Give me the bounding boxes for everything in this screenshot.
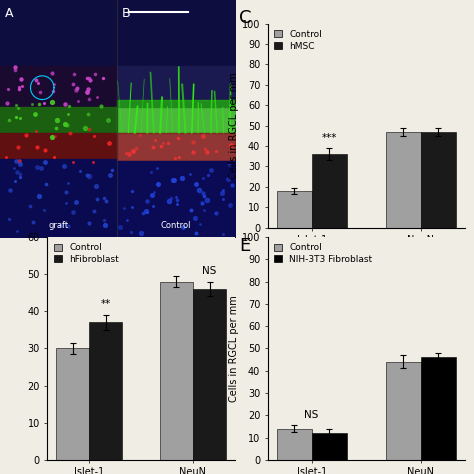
Text: graft: graft: [49, 221, 69, 230]
Bar: [56, 348, 89, 460]
Bar: [386, 362, 421, 460]
Text: NS: NS: [202, 266, 217, 276]
Text: NS: NS: [304, 410, 319, 419]
Bar: [386, 132, 421, 228]
Legend: Control, hMSC: Control, hMSC: [273, 28, 324, 53]
Bar: [421, 132, 456, 228]
Bar: [311, 433, 346, 460]
Text: ***: ***: [321, 133, 337, 143]
Bar: [421, 357, 456, 460]
Legend: Control, hFibroblast: Control, hFibroblast: [52, 242, 120, 266]
Text: **: **: [100, 300, 111, 310]
Bar: [277, 191, 311, 228]
Bar: [193, 289, 226, 460]
Text: E: E: [239, 237, 251, 255]
Y-axis label: Cells in RGCL per mm: Cells in RGCL per mm: [229, 72, 239, 179]
Legend: Control, NIH-3T3 Fibroblast: Control, NIH-3T3 Fibroblast: [273, 242, 374, 266]
Y-axis label: Cells in RGCL per mm: Cells in RGCL per mm: [229, 295, 239, 402]
Text: B: B: [122, 7, 131, 20]
Text: Control: Control: [161, 221, 191, 230]
Text: A: A: [5, 7, 13, 20]
Bar: [160, 282, 193, 460]
Bar: [89, 322, 122, 460]
Bar: [311, 154, 346, 228]
Text: C: C: [239, 9, 252, 27]
Bar: [277, 428, 311, 460]
